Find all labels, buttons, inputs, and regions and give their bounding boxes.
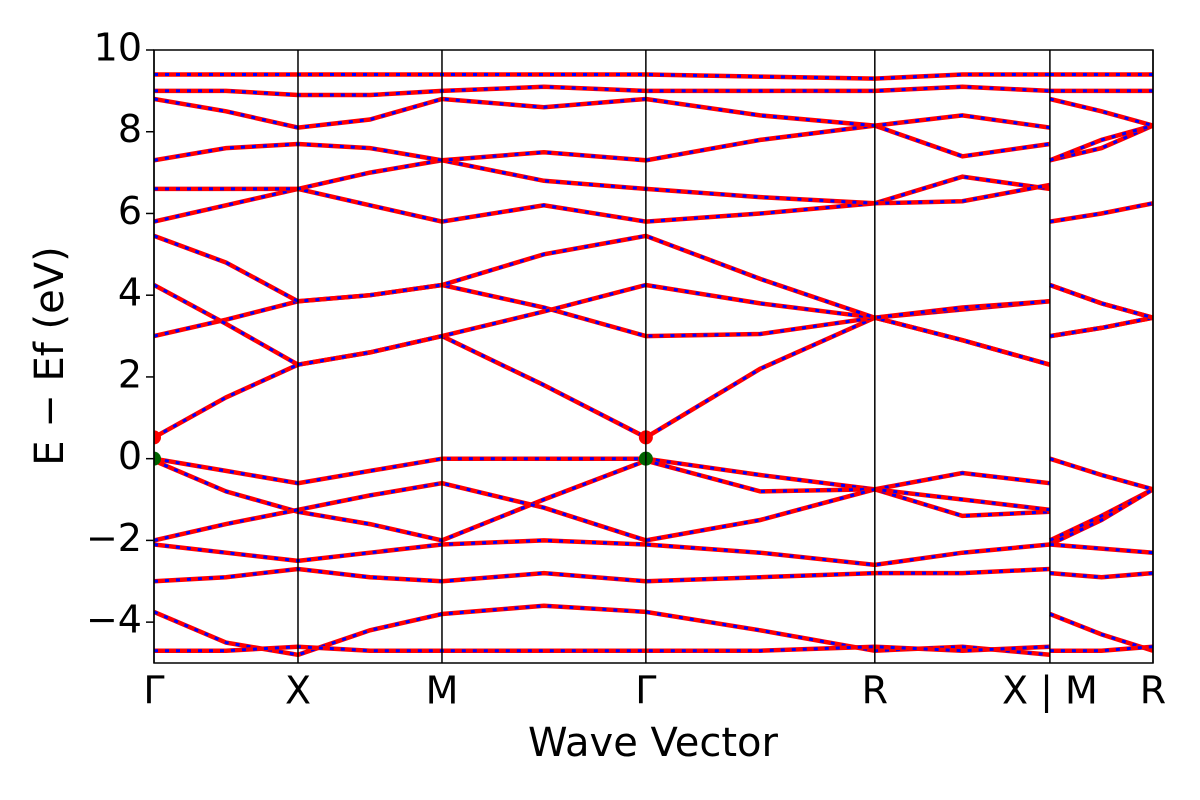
band-line-overlay	[154, 73, 1153, 81]
x-tick-label: R	[862, 669, 888, 713]
band-line-overlay	[154, 283, 1153, 367]
x-tick-label: Γ	[635, 669, 656, 713]
x-axis-label: Wave Vector	[528, 720, 779, 766]
band-line-overlay	[154, 645, 1153, 653]
band-line-overlay	[154, 85, 1153, 97]
band-line	[154, 123, 1153, 163]
band-line-overlay	[154, 457, 1153, 491]
y-tick-label: −4	[86, 598, 142, 642]
band-line-overlay	[154, 234, 1153, 320]
band-line-overlay	[154, 124, 1153, 205]
x-tick-label: M	[426, 669, 459, 713]
y-tick-label: −2	[86, 516, 142, 560]
band-line-overlay	[154, 97, 1153, 130]
y-tick-label: 2	[118, 352, 142, 396]
band-line	[154, 233, 1153, 320]
plot-area	[154, 72, 1153, 658]
x-tick-label: R	[1140, 669, 1166, 713]
band-line-overlay	[154, 316, 1153, 440]
band-line-overlay	[154, 124, 1153, 162]
band-line	[154, 538, 1153, 568]
band-line	[154, 458, 1153, 543]
band-line	[154, 282, 1153, 339]
band-edge-marker	[154, 451, 161, 466]
y-tick-label: 0	[118, 434, 142, 478]
y-axis-label: E − Ef (eV)	[27, 246, 73, 465]
band-line	[154, 282, 1153, 368]
band-line-overlay	[154, 481, 1153, 546]
y-tick-label: 8	[118, 107, 142, 151]
band-line	[154, 174, 1153, 224]
band-line-overlay	[154, 283, 1153, 338]
x-tick-label: Γ	[143, 669, 164, 713]
y-tick-label: 4	[118, 271, 142, 315]
band-line	[154, 96, 1153, 130]
x-tick-label: X	[285, 669, 311, 713]
band-edge-marker	[154, 430, 161, 445]
y-tick-label: 6	[118, 189, 142, 233]
band-line-overlay	[154, 459, 1153, 542]
band-line-overlay	[154, 175, 1153, 224]
band-line-overlay	[154, 604, 1153, 657]
x-tick-label: X | M	[1002, 669, 1098, 714]
band-line	[154, 566, 1153, 584]
band-line-overlay	[154, 567, 1153, 583]
y-tick-label: 10	[94, 26, 142, 70]
